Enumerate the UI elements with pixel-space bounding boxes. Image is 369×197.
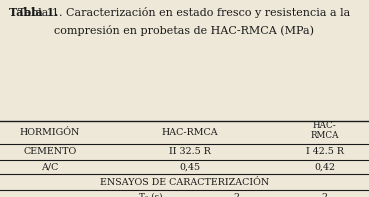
Text: 0,45: 0,45	[179, 163, 201, 171]
Text: 2: 2	[233, 193, 239, 197]
Text: I 42.5 R: I 42.5 R	[306, 147, 344, 156]
Text: II 32.5 R: II 32.5 R	[169, 147, 211, 156]
Text: Tabla 1.: Tabla 1.	[9, 7, 58, 18]
Text: HAC-RMCA: HAC-RMCA	[162, 128, 218, 137]
Text: 0,42: 0,42	[314, 163, 335, 171]
Text: ENSAYOS DE CARACTERIZACIÓN: ENSAYOS DE CARACTERIZACIÓN	[100, 178, 269, 187]
Text: 2: 2	[322, 193, 328, 197]
Text: A/C: A/C	[41, 163, 59, 171]
Text: HORMIGÓN: HORMIGÓN	[20, 128, 80, 137]
Text: T₀ (s): T₀ (s)	[139, 193, 163, 197]
Text: compresión en probetas de HAC-RMCA (MPa): compresión en probetas de HAC-RMCA (MPa)	[55, 25, 314, 36]
Text: CEMENTO: CEMENTO	[23, 147, 76, 156]
Text: HAC-
RMCA: HAC- RMCA	[310, 121, 339, 140]
Text: Tabla 1. Caracterización en estado fresco y resistencia a la: Tabla 1. Caracterización en estado fresc…	[18, 7, 351, 18]
